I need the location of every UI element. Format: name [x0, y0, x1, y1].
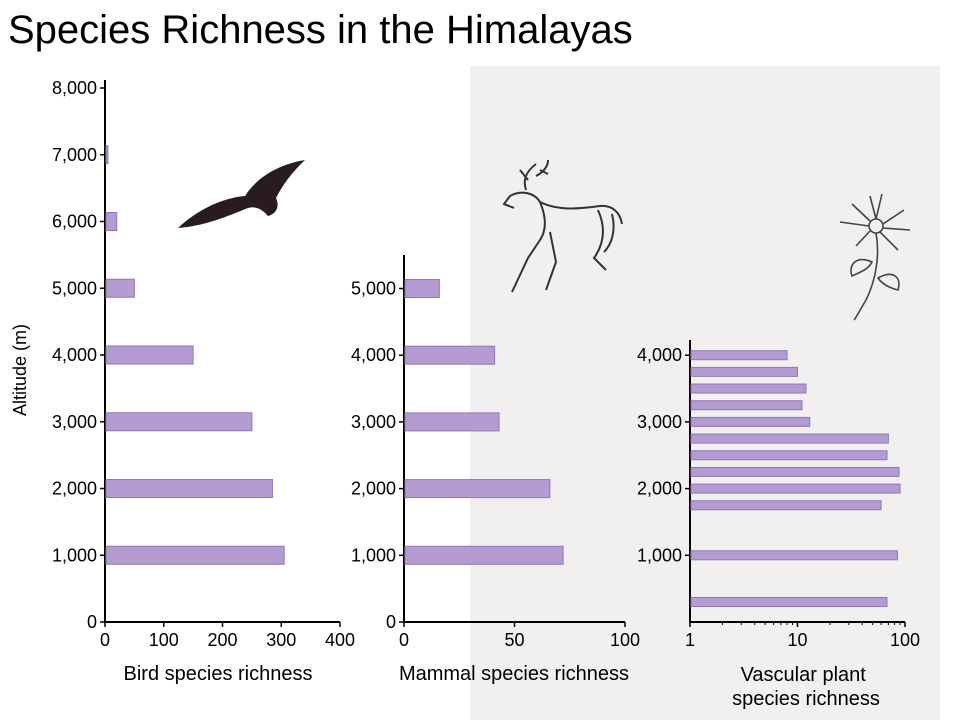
mammal-richness-chart: Mammal species richness 0 1,000 2,000 3,000… — [351, 255, 640, 685]
flower-sketch-icon — [839, 193, 911, 321]
bar — [690, 450, 888, 461]
y-tick-label: 5,000 — [52, 278, 97, 298]
y-tick-label: 1,000 — [52, 545, 97, 565]
y-tick-label: 2,000 — [351, 479, 396, 499]
bird-richness-chart: Altitude (m) Bird species richness 0 1,00… — [10, 78, 355, 685]
bar — [105, 145, 109, 165]
x-tick-label: 100 — [610, 630, 640, 650]
bar — [105, 479, 273, 498]
bar — [690, 350, 788, 361]
bar — [105, 278, 135, 298]
bar — [404, 345, 496, 365]
x-axis-label-line-1: Vascular plant — [741, 664, 867, 686]
bird-silhouette-icon — [178, 160, 305, 228]
y-tick-label: 2,000 — [637, 479, 682, 499]
x-tick-label: 0 — [399, 630, 409, 650]
x-tick-label: 100 — [890, 630, 920, 650]
x-tick-label: 10 — [787, 630, 807, 650]
bar — [690, 400, 803, 411]
bar — [404, 412, 500, 432]
bar — [404, 545, 564, 565]
x-axis-label: Mammal species richness — [399, 663, 629, 685]
page-title: Species Richness in the Himalayas — [8, 8, 633, 52]
bar — [404, 279, 440, 298]
x-axis-label-line-2: species richness — [732, 688, 880, 710]
y-tick-label: 0 — [386, 612, 396, 632]
y-tick-label: 5,000 — [351, 279, 396, 299]
y-tick-label: 6,000 — [52, 212, 97, 232]
bar — [690, 500, 882, 511]
x-tick-label: 0 — [100, 630, 110, 650]
y-tick-label: 3,000 — [637, 412, 682, 432]
bar — [690, 383, 807, 394]
bar — [690, 550, 898, 561]
y-tick-label: 3,000 — [351, 412, 396, 432]
x-axis-label: Bird species richness — [124, 663, 313, 685]
bar — [105, 212, 118, 231]
plant-richness-chart: Vascular plant species richness 1,000 2,0… — [637, 340, 920, 710]
y-tick-label: 2,000 — [52, 479, 97, 499]
x-tick-label: 100 — [149, 630, 179, 650]
bar — [105, 345, 194, 365]
x-tick-label: 50 — [504, 630, 524, 650]
deer-sketch-icon — [502, 159, 623, 293]
x-tick-label: 200 — [207, 630, 237, 650]
x-tick-label: 300 — [266, 630, 296, 650]
y-tick-label: 8,000 — [52, 78, 97, 98]
x-axis-label: Vascular plant species richness — [732, 664, 880, 710]
y-tick-label: 3,000 — [52, 412, 97, 432]
y-tick-label: 4,000 — [52, 345, 97, 365]
y-tick-label: 1,000 — [351, 545, 396, 565]
x-tick-label: 1 — [685, 630, 695, 650]
y-tick-label: 4,000 — [351, 345, 396, 365]
x-tick-label: 400 — [325, 630, 355, 650]
bar — [690, 366, 798, 377]
y-tick-label: 4,000 — [637, 345, 682, 365]
y-tick-label: 7,000 — [52, 145, 97, 165]
bar — [690, 483, 901, 494]
bar — [404, 479, 551, 499]
bar — [690, 416, 811, 427]
bar — [105, 412, 253, 432]
bar — [105, 545, 285, 565]
y-tick-label: 0 — [87, 612, 97, 632]
y-axis-label: Altitude (m) — [10, 324, 30, 416]
bar — [690, 466, 900, 477]
y-tick-label: 1,000 — [637, 545, 682, 565]
bar — [690, 596, 888, 607]
bar — [690, 433, 889, 444]
